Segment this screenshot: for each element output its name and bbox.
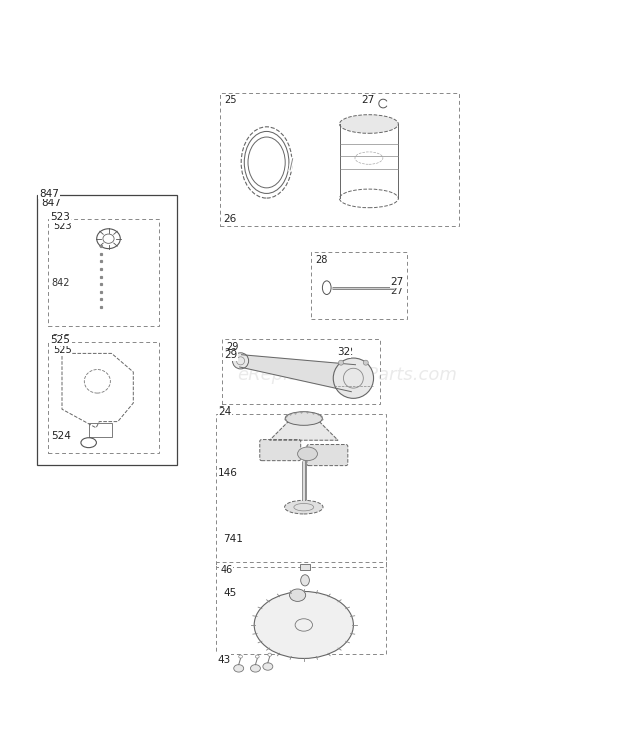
Text: eReplacementParts.com: eReplacementParts.com bbox=[237, 366, 457, 384]
Text: 523: 523 bbox=[50, 212, 70, 222]
Text: 27: 27 bbox=[391, 278, 404, 287]
Bar bbox=[48, 342, 159, 452]
Text: 525: 525 bbox=[53, 344, 71, 355]
Ellipse shape bbox=[234, 664, 244, 672]
Text: 29: 29 bbox=[226, 341, 239, 352]
Text: 525: 525 bbox=[50, 336, 70, 345]
Text: 45: 45 bbox=[222, 589, 235, 598]
Bar bbox=[216, 562, 386, 654]
Text: 842: 842 bbox=[51, 278, 70, 288]
Text: 29: 29 bbox=[224, 350, 237, 360]
Bar bbox=[48, 219, 159, 326]
Bar bbox=[300, 564, 310, 571]
Bar bbox=[216, 414, 386, 567]
Ellipse shape bbox=[290, 589, 306, 601]
Text: 25: 25 bbox=[224, 95, 237, 106]
Ellipse shape bbox=[334, 358, 373, 398]
Ellipse shape bbox=[340, 115, 398, 133]
Ellipse shape bbox=[363, 360, 368, 365]
Text: 32: 32 bbox=[337, 347, 350, 357]
Polygon shape bbox=[270, 422, 338, 440]
Bar bbox=[222, 339, 380, 404]
Bar bbox=[89, 423, 112, 437]
Ellipse shape bbox=[285, 501, 323, 514]
Text: 741: 741 bbox=[223, 536, 243, 546]
Ellipse shape bbox=[298, 447, 317, 461]
Text: 27: 27 bbox=[361, 95, 374, 105]
Text: 45: 45 bbox=[223, 589, 236, 598]
Ellipse shape bbox=[301, 574, 309, 586]
Ellipse shape bbox=[232, 353, 249, 369]
Text: 24: 24 bbox=[218, 408, 231, 417]
Text: 842: 842 bbox=[51, 334, 71, 344]
Bar bbox=[37, 195, 177, 465]
Text: 27: 27 bbox=[361, 97, 374, 107]
Text: 523: 523 bbox=[53, 222, 71, 231]
Text: 43: 43 bbox=[217, 655, 230, 665]
Text: 26: 26 bbox=[223, 214, 236, 224]
Text: 146: 146 bbox=[218, 471, 238, 481]
Text: 741: 741 bbox=[223, 534, 243, 544]
Text: 524: 524 bbox=[51, 431, 71, 441]
Text: 32: 32 bbox=[340, 347, 353, 357]
Text: 146: 146 bbox=[218, 468, 238, 478]
Ellipse shape bbox=[339, 360, 343, 365]
Ellipse shape bbox=[285, 411, 322, 426]
Bar bbox=[220, 93, 459, 226]
Bar bbox=[311, 252, 407, 319]
Text: 29: 29 bbox=[224, 348, 237, 358]
Text: 28: 28 bbox=[316, 254, 328, 265]
Text: 847: 847 bbox=[39, 188, 59, 199]
Ellipse shape bbox=[250, 664, 260, 672]
FancyBboxPatch shape bbox=[307, 444, 348, 466]
Ellipse shape bbox=[263, 663, 273, 670]
FancyBboxPatch shape bbox=[260, 440, 301, 461]
Polygon shape bbox=[239, 355, 355, 391]
Text: 27: 27 bbox=[391, 286, 404, 297]
Text: 24: 24 bbox=[218, 406, 231, 416]
Text: 43: 43 bbox=[217, 655, 230, 665]
Text: 524: 524 bbox=[51, 430, 70, 440]
Text: 26: 26 bbox=[223, 214, 236, 224]
Text: 847: 847 bbox=[42, 198, 61, 208]
Ellipse shape bbox=[254, 591, 353, 658]
Text: 46: 46 bbox=[220, 565, 232, 575]
